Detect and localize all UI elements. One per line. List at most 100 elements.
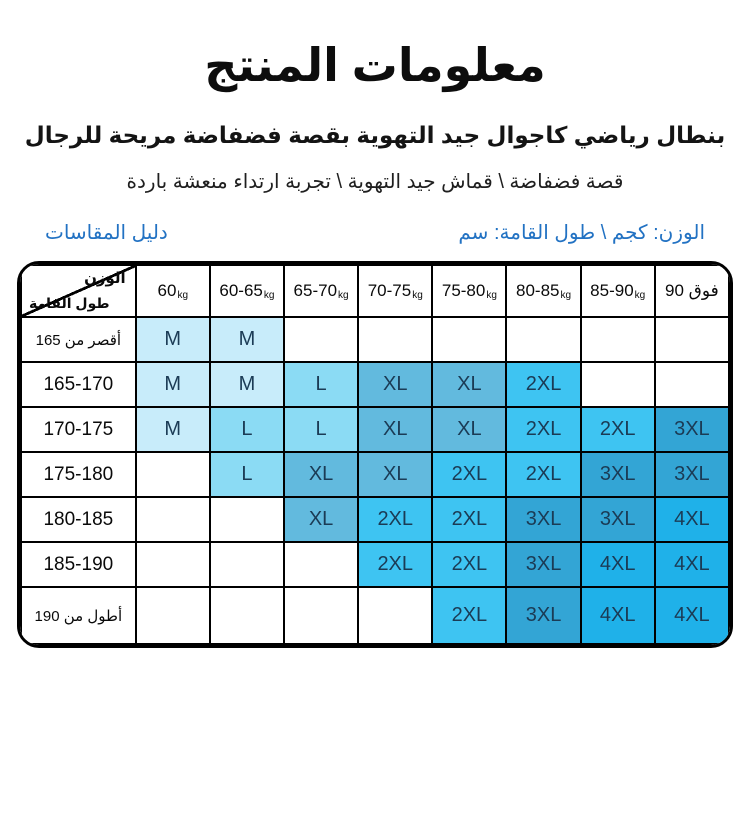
size-cell: 4XL [579, 586, 656, 645]
size-cell: 2XL [431, 496, 508, 543]
size-cell: 4XL [579, 541, 656, 588]
size-cell-empty [653, 361, 730, 408]
size-cell-empty [134, 451, 211, 498]
size-cell-empty [579, 316, 656, 363]
weight-column-header: 60-65kg [208, 264, 286, 318]
height-row-header: أطول من 190 [20, 586, 137, 645]
size-cell: XL [357, 406, 434, 453]
size-cell: 3XL [579, 451, 656, 498]
kg-unit-label: kg [263, 290, 275, 301]
size-chart-row: 180-185 XL 2XL 2XL 3XL 3XL 4XL [20, 496, 730, 543]
size-cell: XL [357, 361, 434, 408]
size-chart-row: أطول من 190 2XL 3XL 4XL 4XL [20, 586, 730, 645]
weight-column-header: 85-90kg [579, 264, 656, 318]
height-row-header: 170-175 [20, 406, 137, 453]
corner-header-cell: الوزن طول القامة [20, 264, 137, 318]
size-cell: 3XL [505, 496, 582, 543]
size-chart: الوزن طول القامة 60kg 60-65kg 65-70kg 70-75… [17, 261, 733, 648]
size-cell: 3XL [579, 496, 656, 543]
size-cell: M [208, 316, 286, 363]
size-cell: XL [357, 451, 434, 498]
size-cell: 2XL [579, 406, 656, 453]
size-cell: M [134, 316, 211, 363]
size-cell: L [208, 406, 286, 453]
size-chart-row: 170-175 M L L XL XL 2XL 2XL 3XL [20, 406, 730, 453]
page-title: معلومات المنتج [204, 39, 546, 91]
weight-column-header: 75-80kg [431, 264, 508, 318]
size-cell: 4XL [653, 586, 730, 645]
height-row-header: أقصر من 165 [20, 316, 137, 363]
weight-column-header: 60kg [134, 264, 211, 318]
size-cell-empty [208, 496, 286, 543]
corner-weight-label: الوزن [84, 270, 126, 287]
size-chart-row: أقصر من 165 M M [20, 316, 730, 363]
size-chart-row: 185-190 2XL 2XL 3XL 4XL 4XL [20, 541, 730, 588]
size-cell-empty [134, 496, 211, 543]
size-cell: 2XL [505, 406, 582, 453]
size-cell: XL [431, 361, 508, 408]
size-cell: 2XL [431, 541, 508, 588]
size-cell-empty [208, 541, 286, 588]
size-cell: 2XL [505, 451, 582, 498]
weight-header-row: الوزن طول القامة 60kg 60-65kg 65-70kg 70-75… [20, 264, 730, 318]
size-cell-empty [505, 316, 582, 363]
weight-column-header: 80-85kg [505, 264, 582, 318]
size-cell-empty [653, 316, 730, 363]
size-cell: M [134, 406, 211, 453]
weight-column-header: 65-70kg [282, 264, 360, 318]
size-chart-body: أقصر من 165 M M 165-170 M M L XL XL 2XL 170-175 M L L… [20, 316, 730, 645]
size-chart-head: الوزن طول القامة 60kg 60-65kg 65-70kg 70-75… [20, 264, 730, 318]
units-label: الوزن: كجم \ طول القامة: سم [458, 222, 705, 244]
product-subtitle: بنطال رياضي كاجوال جيد التهوية بقصة فضفا… [24, 122, 726, 148]
size-cell: 3XL [653, 451, 730, 498]
size-cell: 3XL [505, 586, 582, 645]
size-cell-empty [357, 586, 434, 645]
size-chart-row: 165-170 M M L XL XL 2XL [20, 361, 730, 408]
product-info-page: معلومات المنتج بنطال رياضي كاجوال جيد ال… [0, 38, 750, 648]
size-cell-empty [431, 316, 508, 363]
kg-unit-label: kg [338, 290, 349, 301]
height-row-header: 180-185 [20, 496, 137, 543]
size-cell: 2XL [357, 496, 434, 543]
height-row-header: 165-170 [20, 361, 137, 408]
size-cell: 2XL [505, 361, 582, 408]
weight-column-header: 70-75kg [357, 264, 434, 318]
weight-column-header: فوق 90 [653, 264, 730, 318]
size-cell-empty [579, 361, 656, 408]
kg-unit-label: kg [486, 290, 497, 301]
size-cell: L [282, 361, 360, 408]
kg-unit-label: kg [634, 290, 646, 301]
size-guide-label: دليل المقاسات [45, 222, 168, 244]
height-row-header: 175-180 [20, 451, 137, 498]
size-cell: 2XL [431, 586, 508, 645]
size-cell: 4XL [653, 496, 730, 543]
kg-unit-label: kg [412, 290, 423, 301]
height-row-header: 185-190 [20, 541, 137, 588]
size-cell: 2XL [357, 541, 434, 588]
size-cell: 4XL [653, 541, 730, 588]
size-cell-empty [282, 541, 360, 588]
size-cell: 3XL [653, 406, 730, 453]
size-chart-table: الوزن طول القامة 60kg 60-65kg 65-70kg 70-75… [20, 264, 730, 645]
guide-row: الوزن: كجم \ طول القامة: سم دليل المقاسا… [45, 220, 705, 245]
size-cell: M [208, 361, 286, 408]
product-tagline: قصة فضفاضة \ قماش جيد التهوية \ تجربة ار… [126, 171, 624, 193]
size-cell-empty [282, 586, 360, 645]
size-chart-row: 175-180 L XL XL 2XL 2XL 3XL 3XL [20, 451, 730, 498]
size-cell-empty [282, 316, 360, 363]
diagonal-divider [22, 266, 135, 316]
corner-height-label: طول القامة [29, 295, 110, 311]
size-cell: M [134, 361, 211, 408]
kg-unit-label: kg [177, 290, 188, 301]
size-cell-empty [208, 586, 286, 645]
size-cell-empty [134, 586, 211, 645]
size-cell: XL [282, 496, 360, 543]
size-cell: 3XL [505, 541, 582, 588]
size-cell: L [282, 406, 360, 453]
size-cell: L [208, 451, 286, 498]
size-cell: XL [282, 451, 360, 498]
kg-unit-label: kg [560, 290, 572, 301]
size-cell-empty [357, 316, 434, 363]
size-cell: 2XL [431, 451, 508, 498]
size-cell: XL [431, 406, 508, 453]
